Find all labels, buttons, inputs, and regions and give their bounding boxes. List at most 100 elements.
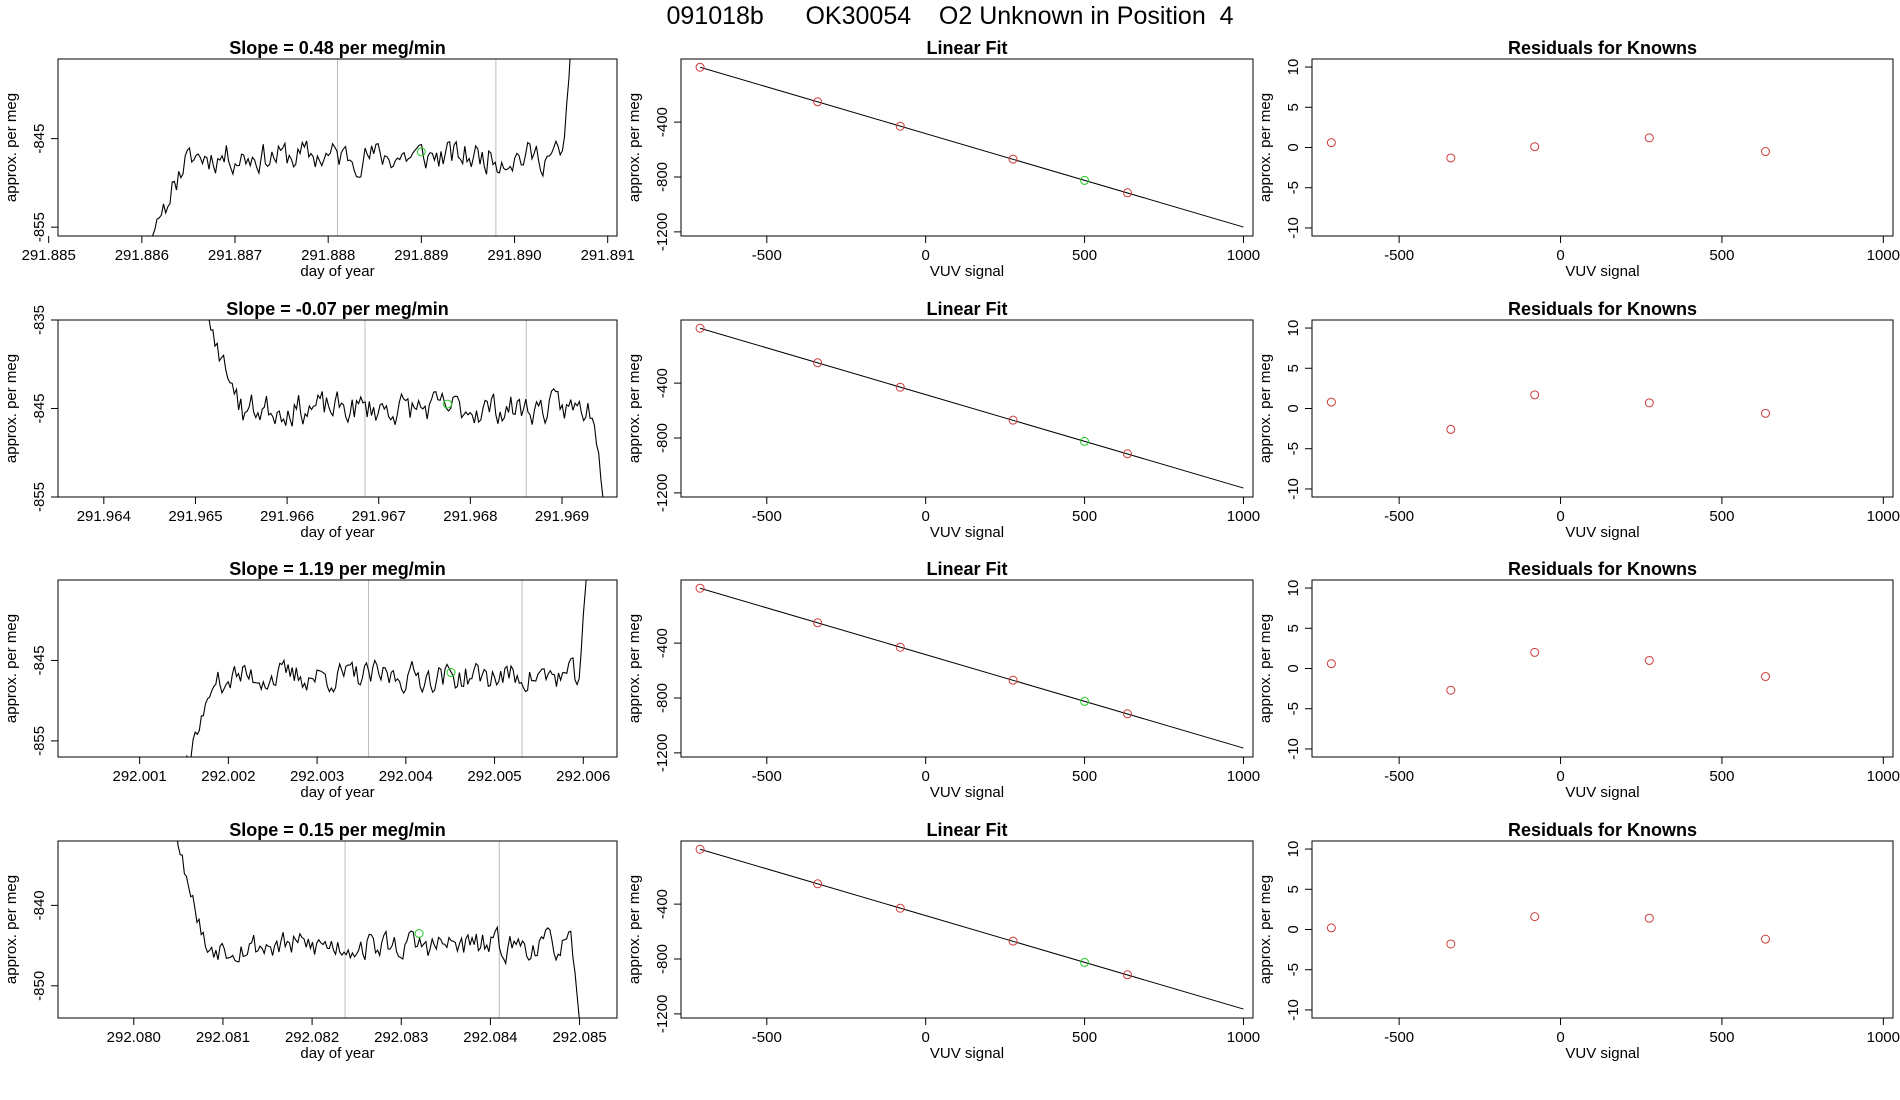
y-tick-label: 0 (1285, 925, 1302, 933)
x-tick-label: 291.967 (352, 508, 406, 525)
x-tick-label: 500 (1072, 508, 1097, 525)
unknown-point (414, 929, 424, 939)
x-tick-label: 291.964 (77, 508, 131, 525)
y-tick-label: -10 (1285, 217, 1302, 239)
y-tick-label: -400 (654, 107, 671, 137)
chart-title: Slope = -0.07 per meg/min (226, 299, 449, 319)
plot-area (1326, 647, 1771, 695)
x-tick-label: 291.891 (581, 247, 635, 264)
plot-frame (1311, 319, 1894, 498)
plot-frame (680, 319, 1254, 498)
y-axis-label: approx. per meg (1257, 93, 1274, 202)
x-tick-label: 292.001 (113, 768, 167, 785)
x-tick-label: 292.005 (467, 768, 521, 785)
plot-frame (1311, 840, 1894, 1019)
plot-frame (57, 319, 618, 498)
residual-point (1761, 934, 1771, 944)
unknown-point (1080, 696, 1090, 706)
x-tick-label: 292.002 (201, 768, 255, 785)
residual-point (1530, 142, 1540, 152)
y-tick-label: 5 (1285, 885, 1302, 893)
chart-panel-fit-0: Linear Fit -500 0 500 1000 VUV signal -400 -800… (626, 38, 1260, 280)
plot-frame (1311, 579, 1894, 758)
known-point (1008, 154, 1018, 164)
known-point (1122, 970, 1132, 980)
chart-title: Slope = 0.48 per meg/min (229, 38, 446, 58)
y-axis-label: approx. per meg (626, 614, 643, 723)
x-tick-label: 291.886 (115, 247, 169, 264)
x-axis-label: VUV signal (930, 784, 1004, 801)
y-tick-label: 0 (1285, 664, 1302, 672)
chart-panel-time-2: Slope = 1.19 per meg/min 292.001 292.002 29… (3, 559, 618, 801)
unknown-point (416, 147, 426, 157)
fit-line (699, 66, 1244, 228)
y-tick-label: -800 (654, 423, 671, 453)
data-trace-line (176, 841, 580, 1018)
x-axis-label: day of year (300, 524, 374, 541)
y-axis-label: approx. per meg (1257, 875, 1274, 984)
chart-panel-time-0: Slope = 0.48 per meg/min 291.885 291.886 29… (3, 38, 635, 280)
y-tick-label: -840 (31, 890, 48, 920)
x-axis-label: VUV signal (930, 263, 1004, 280)
y-tick-label: -845 (31, 393, 48, 423)
plot-area (695, 62, 1244, 228)
y-tick-label: 5 (1285, 103, 1302, 111)
x-axis-label: VUV signal (930, 1045, 1004, 1062)
known-point (1122, 449, 1132, 459)
chart-panel-residuals-1: Residuals for Knowns -500 0 500 1000 VUV sign… (1257, 299, 1900, 541)
residual-point (1761, 147, 1771, 157)
residual-point (1446, 939, 1456, 949)
x-tick-label: 292.085 (552, 1029, 606, 1046)
x-tick-label: 500 (1072, 768, 1097, 785)
x-tick-label: 1000 (1227, 768, 1260, 785)
chart-panel-fit-3: Linear Fit -500 0 500 1000 VUV signal -400 -800… (626, 820, 1260, 1062)
plot-frame (680, 58, 1254, 237)
x-axis-label: day of year (300, 784, 374, 801)
x-tick-label: 500 (1072, 247, 1097, 264)
known-point (813, 618, 823, 628)
plot-frame (680, 840, 1254, 1019)
y-tick-label: -400 (654, 368, 671, 398)
residual-point (1530, 390, 1540, 400)
known-point (695, 583, 705, 593)
y-tick-label: -1200 (654, 734, 671, 772)
x-tick-label: 1000 (1227, 247, 1260, 264)
x-tick-label: 292.084 (463, 1029, 517, 1046)
y-tick-label: -10 (1285, 478, 1302, 500)
page-title: 091018b OK30054 O2 Unknown in Position 4 (666, 2, 1234, 30)
y-tick-label: -5 (1285, 181, 1302, 194)
fit-line (699, 587, 1244, 749)
x-tick-label: 292.083 (374, 1029, 428, 1046)
x-tick-label: 0 (922, 1029, 930, 1046)
y-tick-label: -835 (31, 305, 48, 335)
y-tick-label: -845 (31, 645, 48, 675)
y-tick-label: -5 (1285, 702, 1302, 715)
chart-panel-fit-2: Linear Fit -500 0 500 1000 VUV signal -400 -800… (626, 559, 1260, 801)
x-tick-label: 0 (1556, 247, 1564, 264)
known-point (1008, 936, 1018, 946)
y-axis-label: approx. per meg (3, 875, 20, 984)
x-tick-label: 500 (1709, 768, 1734, 785)
plot-frame (57, 840, 618, 1019)
chart-title: Residuals for Knowns (1508, 559, 1697, 579)
x-axis-label: VUV signal (1565, 263, 1639, 280)
y-tick-label: 0 (1285, 143, 1302, 151)
y-tick-label: -400 (654, 628, 671, 658)
plot-area (695, 583, 1244, 749)
residual-point (1644, 655, 1654, 665)
y-tick-label: -800 (654, 683, 671, 713)
known-point (813, 358, 823, 368)
plot-area (176, 841, 580, 1018)
x-axis-label: day of year (300, 1045, 374, 1062)
x-tick-label: -500 (1384, 1029, 1414, 1046)
x-tick-label: -500 (752, 1029, 782, 1046)
x-tick-label: -500 (752, 247, 782, 264)
residual-point (1326, 138, 1336, 148)
x-tick-label: 292.081 (196, 1029, 250, 1046)
plot-frame (680, 579, 1254, 758)
y-tick-label: -5 (1285, 442, 1302, 455)
x-tick-label: 292.006 (556, 768, 610, 785)
unknown-point (1080, 957, 1090, 967)
known-point (813, 879, 823, 889)
